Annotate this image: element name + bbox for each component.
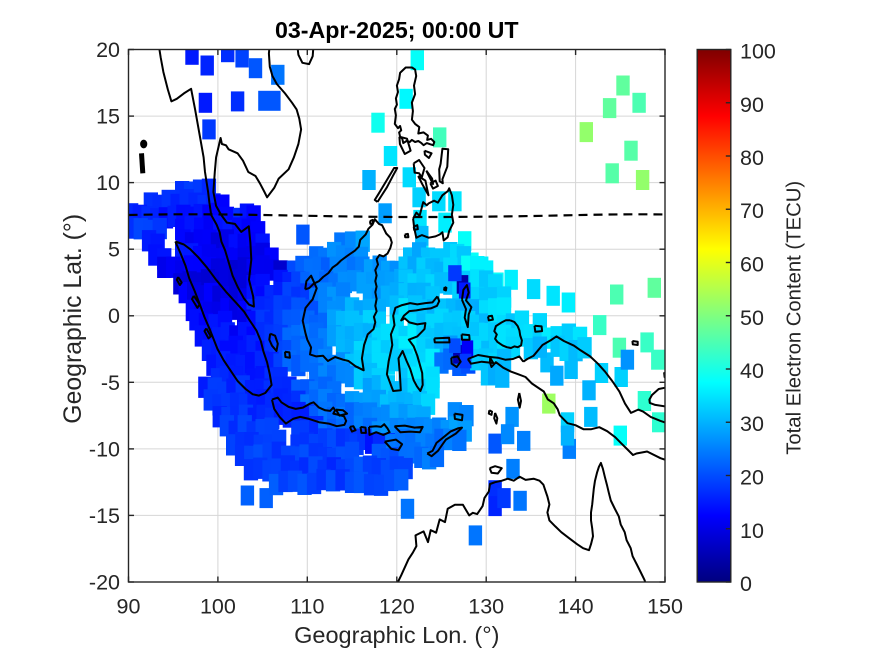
svg-text:100: 100: [740, 40, 776, 64]
svg-text:0: 0: [108, 304, 120, 328]
svg-text:130: 130: [468, 595, 504, 619]
svg-text:5: 5: [108, 238, 120, 262]
svg-text:100: 100: [200, 595, 236, 619]
svg-text:Geographic Lat. (°): Geographic Lat. (°): [60, 214, 87, 424]
svg-text:80: 80: [740, 146, 764, 170]
svg-text:140: 140: [558, 595, 594, 619]
svg-text:60: 60: [740, 253, 764, 277]
svg-text:-10: -10: [89, 437, 120, 461]
svg-text:150: 150: [647, 595, 683, 619]
svg-text:-15: -15: [89, 504, 120, 528]
svg-text:20: 20: [96, 38, 120, 62]
svg-text:110: 110: [290, 595, 324, 619]
svg-text:10: 10: [96, 171, 120, 195]
svg-text:-5: -5: [101, 371, 120, 395]
svg-text:90: 90: [117, 595, 141, 619]
svg-text:90: 90: [740, 93, 764, 117]
svg-text:0: 0: [740, 572, 752, 596]
svg-text:30: 30: [740, 412, 764, 436]
svg-text:50: 50: [740, 306, 764, 330]
svg-text:120: 120: [379, 595, 415, 619]
svg-text:03-Apr-2025; 00:00 UT: 03-Apr-2025; 00:00 UT: [275, 17, 519, 43]
svg-text:Total Electron Content (TECU): Total Electron Content (TECU): [784, 181, 806, 455]
svg-text:15: 15: [96, 105, 120, 129]
svg-text:70: 70: [740, 199, 764, 223]
svg-text:20: 20: [740, 466, 764, 490]
svg-text:10: 10: [740, 519, 764, 543]
svg-text:-20: -20: [89, 571, 120, 595]
svg-text:40: 40: [740, 359, 764, 383]
svg-text:Geographic Lon. (°): Geographic Lon. (°): [294, 622, 499, 648]
